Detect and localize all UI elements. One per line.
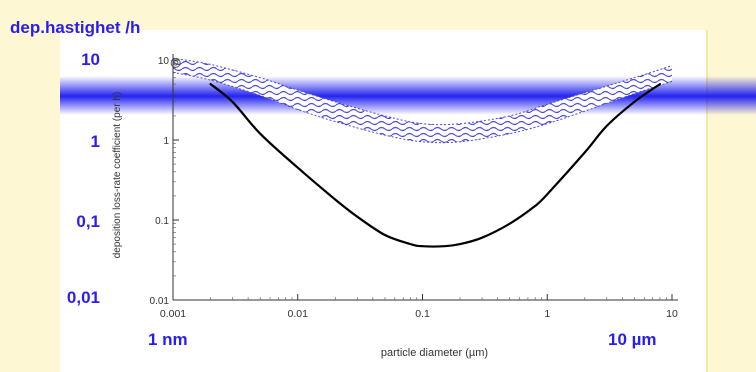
- x-tick-label: 0.1: [415, 308, 430, 320]
- y-tick-label: 10: [158, 56, 170, 67]
- band-upper-edge: [172, 57, 673, 126]
- band-lower-edge: [172, 71, 673, 144]
- overlay-y-label-10: 10: [81, 50, 100, 69]
- band-hatch: [173, 58, 672, 143]
- y-axis-title: deposition loss-rate coefficient (per h): [112, 92, 123, 259]
- x-tick-label: 0.01: [288, 308, 309, 320]
- overlay-y-label-0-01: 0,01: [66, 288, 100, 307]
- overlay-y-label-1: 1: [90, 132, 100, 151]
- y-tick-label: 1: [163, 136, 169, 147]
- x-axis-title: particle diameter (µm): [381, 347, 488, 359]
- x-tick-label: 10: [666, 308, 678, 320]
- uncertainty-band: [170, 57, 673, 144]
- overlay-x-label-10um: 10 µm: [608, 330, 657, 349]
- band-marker-icon: [170, 57, 181, 68]
- y-tick-label: 0.01: [150, 296, 170, 307]
- overlay-x-label-1nm: 1 nm: [148, 330, 188, 349]
- y-tick-label: 0.1: [155, 216, 169, 227]
- x-tick-label: 0.001: [160, 308, 186, 320]
- deposition-curve: [209, 83, 661, 248]
- panel-separator: [706, 30, 708, 372]
- x-tick-label: 1: [544, 308, 550, 320]
- overlay-y-label-0-1: 0,1: [76, 212, 100, 231]
- curve-line: [209, 83, 661, 248]
- overlay-title: dep.hastighet /h: [10, 18, 141, 37]
